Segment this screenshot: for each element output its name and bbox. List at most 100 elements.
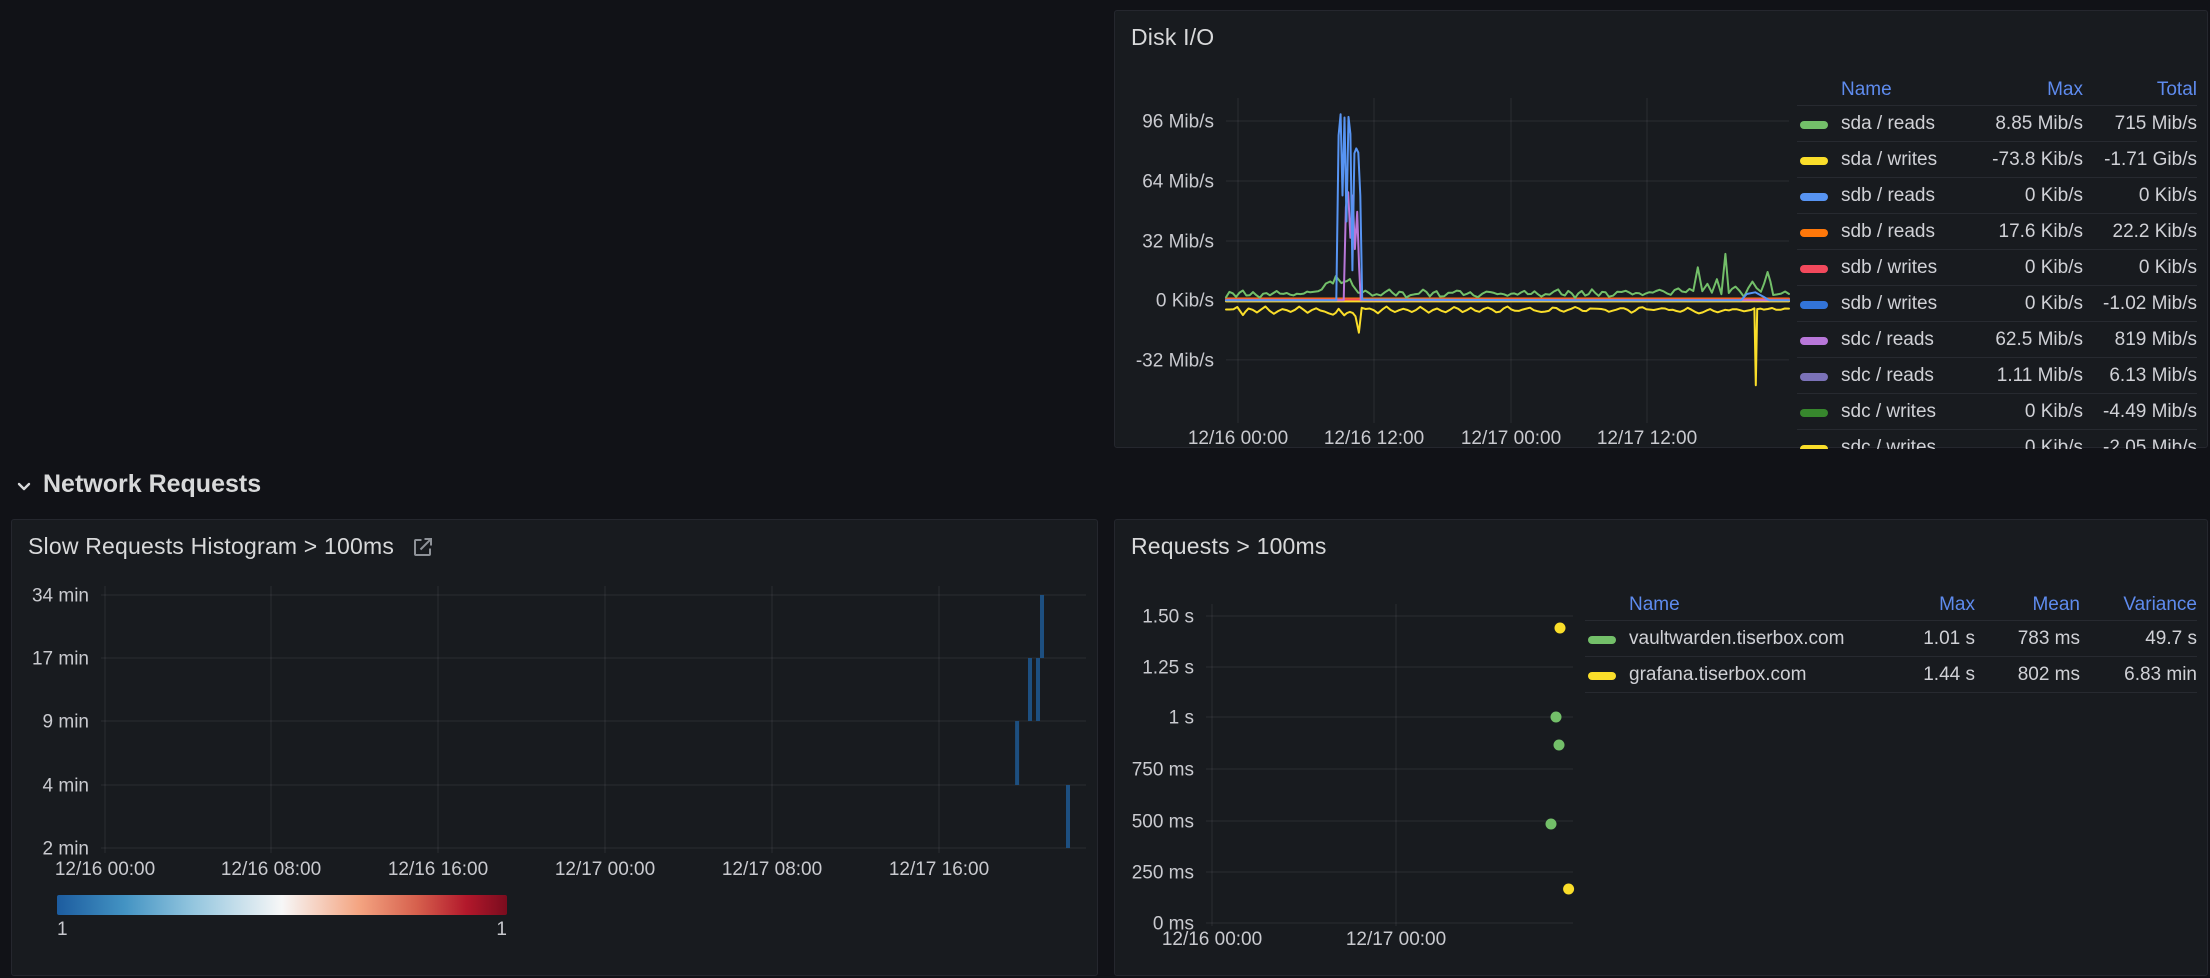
- legend-row[interactable]: sdb / writes 0 Kib/s -1.02 Mib/s: [1797, 286, 2197, 322]
- svg-text:12/16 00:00: 12/16 00:00: [1188, 428, 1288, 448]
- svg-text:500 ms: 500 ms: [1132, 812, 1194, 833]
- series-total-value: 819 Mib/s: [2114, 328, 2197, 350]
- series-swatch-cell: [1797, 257, 1841, 279]
- svg-text:0 ms: 0 ms: [1153, 914, 1194, 935]
- series-max-value: 1.11 Mib/s: [1996, 364, 2083, 386]
- slow-requests-heatmap-chart[interactable]: 12/16 00:00 12/16 08:00 12/16 16:00 12/17 0…: [21, 576, 1096, 888]
- svg-text:12/17 00:00: 12/17 00:00: [555, 859, 655, 880]
- series-max-value: 1.01 s: [1923, 627, 1975, 649]
- series-color-swatch: [1800, 444, 1828, 449]
- legend-row[interactable]: sdc / reads 62.5 Mib/s 819 Mib/s: [1797, 322, 2197, 358]
- legend-row[interactable]: sdb / reads 17.6 Kib/s 22.2 Kib/s: [1797, 214, 2197, 250]
- series-color-swatch: [1588, 671, 1616, 680]
- legend-row[interactable]: sdc / writes 0 Kib/s -2.05 Mib/s: [1797, 430, 2197, 449]
- legend-row[interactable]: sdc / reads 1.11 Mib/s 6.13 Mib/s: [1797, 358, 2197, 394]
- legend-row[interactable]: grafana.tiserbox.com 1.44 s 802 ms 6.83 …: [1585, 657, 2197, 693]
- legend-rows: sda / reads 8.85 Mib/s 715 Mib/s sda / w…: [1797, 106, 2197, 449]
- requests-scatter-chart[interactable]: 12/16 00:00 12/17 00:00 1.50 s 1.25 s 1 s 750…: [1126, 596, 1586, 951]
- series-swatch-cell: [1797, 365, 1841, 387]
- svg-text:12/17 16:00: 12/17 16:00: [889, 859, 989, 880]
- series-max-value: 62.5 Mib/s: [1995, 328, 2083, 350]
- series-total-value: -4.49 Mib/s: [2103, 400, 2197, 422]
- panel-title-disk-io[interactable]: Disk I/O: [1131, 24, 1215, 50]
- series-mean-value: 802 ms: [2017, 663, 2080, 685]
- legend-header-variance[interactable]: Variance: [2123, 594, 2197, 615]
- series-variance-value: 49.7 s: [2145, 627, 2197, 649]
- series-name: grafana.tiserbox.com: [1629, 663, 1807, 685]
- panel-header-histogram: Slow Requests Histogram > 100ms: [28, 533, 435, 560]
- series-max-value: 0 Kib/s: [2024, 184, 2083, 206]
- series-swatch-cell: [1797, 293, 1841, 315]
- svg-text:12/17 12:00: 12/17 12:00: [1597, 428, 1697, 448]
- series-color-swatch: [1800, 264, 1828, 273]
- external-link-icon[interactable]: [411, 535, 435, 559]
- panel-slow-requests-histogram: Slow Requests Histogram > 100ms 12/16 00…: [11, 519, 1098, 976]
- legend-header-mean[interactable]: Mean: [2032, 594, 2080, 615]
- series-max-value: 0 Kib/s: [2024, 256, 2083, 278]
- svg-text:12/16 00:00: 12/16 00:00: [1162, 929, 1262, 950]
- series-total-value: 715 Mib/s: [2114, 112, 2197, 134]
- legend-header-row: Name Max Total: [1797, 75, 2197, 106]
- heatmap-color-scale-labels: 1 1: [57, 919, 507, 941]
- series-swatch-cell: [1797, 401, 1841, 423]
- legend-row[interactable]: sda / writes -73.8 Kib/s -1.71 Gib/s: [1797, 142, 2197, 178]
- svg-text:17 min: 17 min: [32, 649, 89, 670]
- series-total-value: 22.2 Kib/s: [2112, 220, 2198, 242]
- series-total-value: -2.05 Mib/s: [2103, 436, 2197, 450]
- legend-header-max[interactable]: Max: [2047, 79, 2083, 100]
- series-swatch-cell: [1797, 437, 1841, 449]
- series-swatch-cell: [1797, 113, 1841, 135]
- legend-row[interactable]: sdb / writes 0 Kib/s 0 Kib/s: [1797, 250, 2197, 286]
- legend-header-max[interactable]: Max: [1939, 594, 1975, 615]
- legend-header-name[interactable]: Name: [1629, 594, 1680, 615]
- series-max-value: 8.85 Mib/s: [1995, 112, 2083, 134]
- svg-text:12/17 08:00: 12/17 08:00: [722, 859, 822, 880]
- svg-text:1 s: 1 s: [1169, 708, 1194, 729]
- series-max-value: 1.44 s: [1923, 663, 1975, 685]
- legend-row[interactable]: sdc / writes 0 Kib/s -4.49 Mib/s: [1797, 394, 2197, 430]
- panel-title-histogram[interactable]: Slow Requests Histogram > 100ms: [28, 533, 395, 559]
- heatmap-color-scale: [57, 895, 507, 915]
- series-swatch-cell: [1797, 221, 1841, 243]
- series-color-swatch: [1800, 120, 1828, 129]
- series-name: sdb / reads: [1841, 184, 1935, 206]
- legend-row[interactable]: sdb / reads 0 Kib/s 0 Kib/s: [1797, 178, 2197, 214]
- chevron-down-icon: [17, 482, 31, 491]
- series-max-value: 0 Kib/s: [2024, 400, 2083, 422]
- svg-text:250 ms: 250 ms: [1132, 863, 1194, 884]
- series-color-swatch: [1800, 192, 1828, 201]
- disk-io-chart[interactable]: 12/16 00:00 12/16 12:00 12/17 00:00 12/17 1…: [1123, 63, 1813, 448]
- panel-disk-io: Disk I/O 12/16 00:00 12/16 12:00 12/17 00:…: [1114, 10, 2208, 449]
- svg-text:4 min: 4 min: [43, 776, 89, 797]
- legend-row[interactable]: sda / reads 8.85 Mib/s 715 Mib/s: [1797, 106, 2197, 142]
- legend-header-name[interactable]: Name: [1841, 79, 1892, 100]
- series-color-swatch: [1800, 408, 1828, 417]
- svg-text:1.25 s: 1.25 s: [1142, 658, 1194, 679]
- series-name: sdc / reads: [1841, 328, 1934, 350]
- svg-text:-32 Mib/s: -32 Mib/s: [1136, 350, 1214, 371]
- series-color-swatch: [1800, 156, 1828, 165]
- requests-legend-table: Name Max Mean Variance vaultwarden.tiser…: [1585, 590, 2197, 693]
- series-total-value: 0 Kib/s: [2138, 184, 2197, 206]
- svg-text:12/16 00:00: 12/16 00:00: [55, 859, 155, 880]
- svg-text:9 min: 9 min: [43, 712, 89, 733]
- series-color-swatch: [1588, 635, 1616, 644]
- series-swatch-cell: [1797, 149, 1841, 171]
- legend-header-total[interactable]: Total: [2156, 79, 2197, 100]
- color-scale-max: 1: [496, 919, 507, 940]
- svg-text:32 Mib/s: 32 Mib/s: [1142, 232, 1214, 253]
- series-color-swatch: [1800, 372, 1828, 381]
- series-color-swatch: [1800, 300, 1828, 309]
- series-variance-value: 6.83 min: [2124, 663, 2197, 685]
- svg-text:12/16 08:00: 12/16 08:00: [221, 859, 321, 880]
- svg-text:0 Kib/s: 0 Kib/s: [1156, 291, 1214, 312]
- svg-text:34 min: 34 min: [32, 586, 89, 607]
- section-title: Network Requests: [43, 470, 262, 498]
- svg-text:12/16 16:00: 12/16 16:00: [388, 859, 488, 880]
- legend-header-row: Name Max Mean Variance: [1585, 590, 2197, 621]
- section-header-network-requests[interactable]: Network Requests: [12, 470, 261, 499]
- legend-row[interactable]: vaultwarden.tiserbox.com 1.01 s 783 ms 4…: [1585, 621, 2197, 657]
- panel-requests: Requests > 100ms 12/16 00:00 12/17 00:00 1…: [1114, 519, 2208, 976]
- panel-title-requests[interactable]: Requests > 100ms: [1131, 533, 1327, 559]
- series-total-value: 0 Kib/s: [2138, 256, 2197, 278]
